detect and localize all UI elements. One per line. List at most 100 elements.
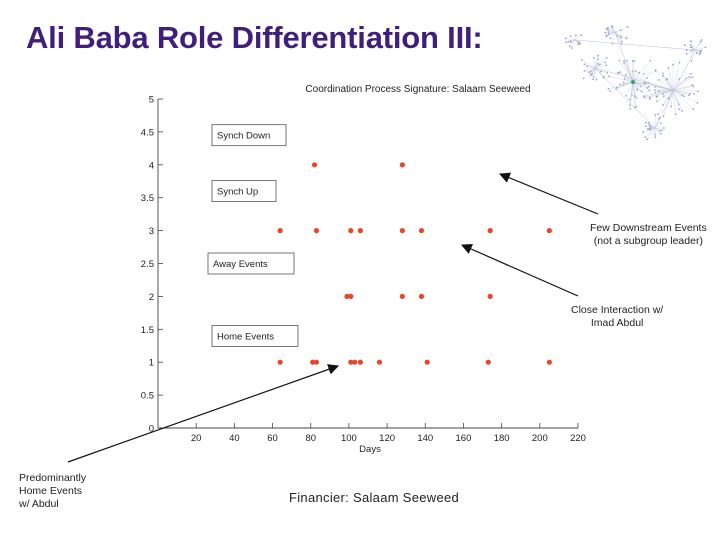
network-node	[619, 35, 621, 38]
network-node	[656, 95, 659, 98]
network-edge	[594, 67, 602, 72]
network-edge	[694, 41, 701, 51]
network-edge	[565, 38, 576, 41]
network-edge	[646, 127, 656, 140]
network-node	[687, 94, 690, 97]
network-node	[657, 90, 660, 93]
network-node	[692, 85, 695, 88]
data-point	[399, 162, 405, 168]
network-node	[656, 100, 658, 103]
network-node	[592, 56, 595, 59]
data-point	[424, 359, 430, 365]
network-node	[644, 121, 647, 124]
network-node	[654, 136, 657, 139]
network-edge	[614, 26, 628, 33]
network-edge	[590, 67, 596, 76]
network-node	[658, 78, 660, 81]
network-edge	[645, 122, 656, 129]
network-node	[657, 113, 659, 116]
network-node	[620, 40, 623, 43]
network-node	[583, 70, 586, 72]
y-tick-label: 1	[149, 358, 154, 369]
network-node	[691, 76, 694, 79]
network-edge	[672, 89, 683, 111]
network-edge	[672, 62, 680, 91]
network-node	[678, 61, 681, 64]
network-node	[691, 84, 694, 86]
network-node	[699, 41, 702, 43]
network-edge	[632, 81, 651, 100]
network-edge	[654, 122, 661, 129]
y-tick-label: 3.5	[141, 193, 154, 204]
annotation-line: Predominantly	[19, 472, 87, 484]
x-tick-label: 180	[494, 433, 510, 444]
network-node	[575, 34, 577, 37]
network-node	[606, 28, 609, 31]
network-node	[685, 77, 688, 80]
x-tick-label: 160	[456, 433, 472, 444]
network-node	[695, 52, 698, 55]
network-edge	[668, 68, 674, 91]
network-node	[648, 127, 651, 130]
network-edge	[644, 89, 674, 98]
data-point	[310, 359, 316, 365]
network-node	[586, 65, 589, 68]
y-tick-label: 0	[149, 424, 154, 435]
network-node	[642, 72, 645, 75]
network-edge	[686, 49, 696, 54]
network-node	[609, 90, 611, 93]
network-node	[592, 78, 595, 81]
network-edge	[691, 49, 696, 62]
network-edge	[584, 67, 596, 72]
network-node	[663, 127, 665, 129]
annotation-close-interaction: Close Interaction w/ Imad Abdul	[571, 304, 663, 330]
network-edge	[632, 77, 648, 83]
network-node	[568, 45, 571, 48]
network-node	[689, 44, 692, 46]
network-node	[607, 31, 610, 33]
network-node	[628, 98, 631, 101]
network-edge	[632, 81, 636, 108]
x-tick-label: 20	[191, 433, 202, 444]
network-node	[633, 95, 636, 97]
network-node	[674, 113, 677, 116]
network-edge	[632, 60, 651, 83]
x-tick-label: 60	[267, 433, 278, 444]
network-edge	[632, 81, 635, 97]
network-node	[624, 74, 627, 76]
network-edge	[658, 79, 674, 91]
network-edge	[632, 81, 649, 88]
network-node	[631, 80, 635, 84]
network-edge	[672, 89, 698, 92]
network-edge	[594, 65, 607, 69]
network-edge	[672, 89, 690, 94]
network-node	[686, 49, 688, 52]
network-node	[688, 76, 691, 78]
network-node	[690, 46, 692, 49]
network-edge	[614, 31, 634, 83]
network-node	[629, 108, 632, 110]
network-edge	[694, 47, 706, 51]
category-label-box	[211, 180, 277, 203]
y-tick-label: 2	[149, 292, 154, 303]
data-point	[357, 359, 363, 365]
network-node	[640, 90, 643, 93]
network-edge	[654, 127, 660, 132]
network-node	[620, 36, 623, 39]
network-edge	[566, 39, 576, 43]
network-node	[678, 77, 681, 80]
network-node	[622, 81, 625, 84]
network-node	[690, 40, 692, 43]
network-edge	[662, 89, 674, 105]
network-edge	[672, 76, 693, 91]
network-node	[662, 115, 665, 118]
network-node	[670, 105, 673, 108]
network-node	[605, 27, 608, 30]
network-edge	[694, 49, 701, 54]
network-node	[623, 60, 625, 62]
network-edge	[606, 31, 616, 37]
annotation-line: Imad Abdul	[590, 317, 644, 329]
network-edge	[694, 49, 701, 53]
network-node	[631, 60, 634, 62]
data-point	[376, 359, 383, 365]
